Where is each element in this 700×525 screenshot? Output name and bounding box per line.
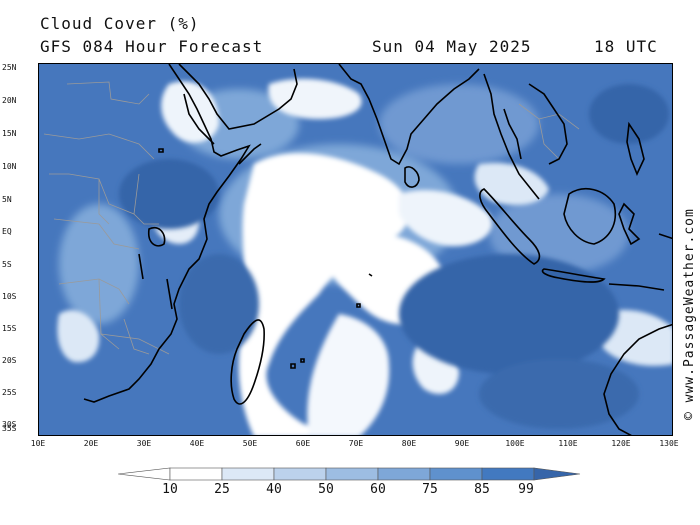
lat-label-eq: EQ [2,227,12,236]
legend-label-40: 40 [266,482,282,497]
lat-label-5n: 5N [2,195,12,204]
lat-label-10n: 10N [2,162,17,171]
forecast-model: GFS 084 Hour Forecast [40,37,264,56]
lat-label-20n: 20N [2,96,17,105]
cloud-field-overcast [119,84,669,429]
lon-label-120e: 120E [611,439,631,448]
legend-label-50: 50 [318,482,334,497]
forecast-time: 18 UTC [594,37,658,56]
lat-label-15n: 15N [2,129,17,138]
lon-label-70e: 70E [348,439,364,448]
lon-label-80e: 80E [401,439,417,448]
lat-label-30s: 30S [2,420,17,429]
legend-segment-3 [273,467,327,481]
map-title: Cloud Cover (%) [40,14,200,33]
lon-label-30e: 30E [136,439,152,448]
legend-segment-5 [377,467,431,481]
map-canvas [39,64,672,435]
coastlines [83,64,672,435]
lon-label-90e: 90E [454,439,470,448]
legend-arrow-low [118,467,171,481]
coastline-horn-of-africa [238,143,262,165]
lon-label-10e: 10E [30,439,46,448]
clear-sky-regions [57,78,672,435]
lat-label-35s: 35S [2,424,17,433]
legend-segment-4 [325,467,379,481]
forecast-date: Sun 04 May 2025 [372,37,532,56]
lon-label-50e: 50E [242,439,258,448]
legend-segment-7 [481,467,535,481]
legend-arrow-high [533,467,581,481]
legend-label-99: 99 [518,482,534,497]
site-credit: © www.PassageWeather.com [682,208,697,420]
legend-label-60: 60 [370,482,386,497]
lon-label-60e: 60E [295,439,311,448]
legend-label-25: 25 [214,482,230,497]
lat-label-5s: 5S [2,260,12,269]
legend-label-75: 75 [422,482,438,497]
lat-label-20s: 20S [2,356,17,365]
lon-label-100e: 100E [505,439,525,448]
legend-segment-2 [221,467,275,481]
legend-label-10: 10 [162,482,178,497]
lat-label-25s: 25S [2,388,17,397]
lon-label-40e: 40E [189,439,205,448]
legend-segment-1 [169,467,223,481]
country-borders [43,81,580,355]
lon-label-20e: 20E [83,439,99,448]
lat-label-15s: 15S [2,324,17,333]
legend-label-85: 85 [474,482,490,497]
legend-colorbar [118,467,581,481]
lon-label-130e: 130E [659,439,679,448]
cloud-cover-map [38,63,673,436]
lon-label-110e: 110E [558,439,578,448]
legend-segment-6 [429,467,483,481]
lat-label-25n: 25N [2,63,17,72]
lat-label-10s: 10S [2,292,17,301]
